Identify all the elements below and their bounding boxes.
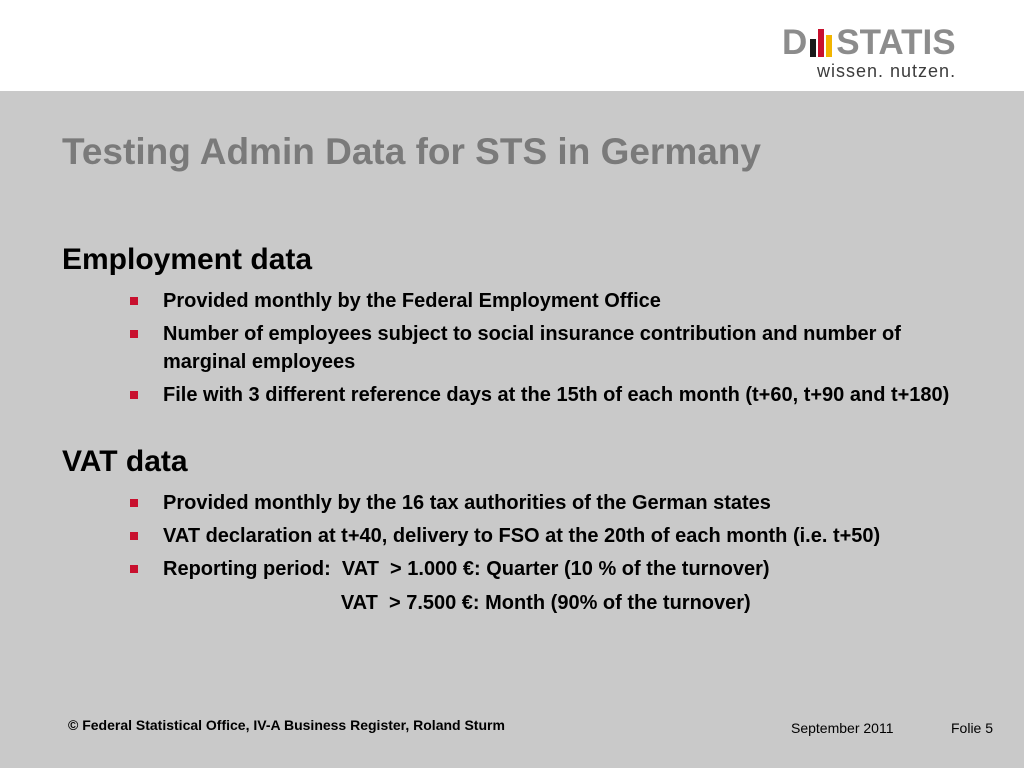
logo-wordmark: D STATIS: [782, 24, 956, 62]
bullet-text: Provided monthly by the 16 tax authoriti…: [163, 492, 771, 514]
logo-bar-gold: [826, 35, 833, 57]
footer-date: September 2011: [791, 720, 894, 736]
slide-title: Testing Admin Data for STS in Germany: [62, 131, 761, 172]
bullet-text: File with 3 different reference days at …: [163, 384, 950, 406]
footer-copyright: © Federal Statistical Office, IV-A Busin…: [68, 717, 505, 733]
bullet-text: VAT declaration at t+40, delivery to FSO…: [163, 525, 881, 547]
bullet-text: Provided monthly by the Federal Employme…: [163, 290, 661, 312]
logo-tagline: wissen. nutzen.: [817, 61, 957, 81]
bullet-square-icon: [130, 330, 138, 338]
reporting-period-line-2: VAT > 7.500 €: Month (90% of the turnove…: [163, 592, 751, 614]
reporting-period-line-1: Reporting period: VAT > 1.000 €: Quarter…: [163, 558, 770, 580]
bullet-square-icon: [130, 499, 138, 507]
logo-bar-black: [810, 39, 817, 57]
logo-bars-icon: [810, 29, 834, 57]
list-item: VAT declaration at t+40, delivery to FSO…: [130, 522, 950, 550]
vat-heading: VAT data: [62, 445, 188, 478]
list-item: Reporting period: VAT > 1.000 €: Quarter…: [130, 555, 950, 617]
list-item: Provided monthly by the 16 tax authoriti…: [130, 489, 950, 517]
list-item: File with 3 different reference days at …: [130, 381, 950, 409]
bullet-text: Number of employees subject to social in…: [163, 323, 901, 373]
list-item: Provided monthly by the Federal Employme…: [130, 287, 950, 315]
employment-heading: Employment data: [62, 243, 313, 276]
destatis-logo: D STATIS wissen. nutzen.: [782, 24, 992, 84]
employment-bullet-list: Provided monthly by the Federal Employme…: [130, 287, 950, 414]
bullet-square-icon: [130, 532, 138, 540]
bullet-square-icon: [130, 391, 138, 399]
logo-word-left: D: [782, 23, 808, 62]
list-item: Number of employees subject to social in…: [130, 320, 950, 376]
bullet-square-icon: [130, 297, 138, 305]
footer-page-number: Folie 5: [951, 720, 994, 736]
vat-bullet-list: Provided monthly by the 16 tax authoriti…: [130, 489, 950, 622]
logo-word-right: STATIS: [836, 23, 956, 62]
logo-bar-red: [818, 29, 825, 57]
slide-header: D STATIS wissen. nutzen.: [0, 0, 1024, 91]
bullet-square-icon: [130, 565, 138, 573]
